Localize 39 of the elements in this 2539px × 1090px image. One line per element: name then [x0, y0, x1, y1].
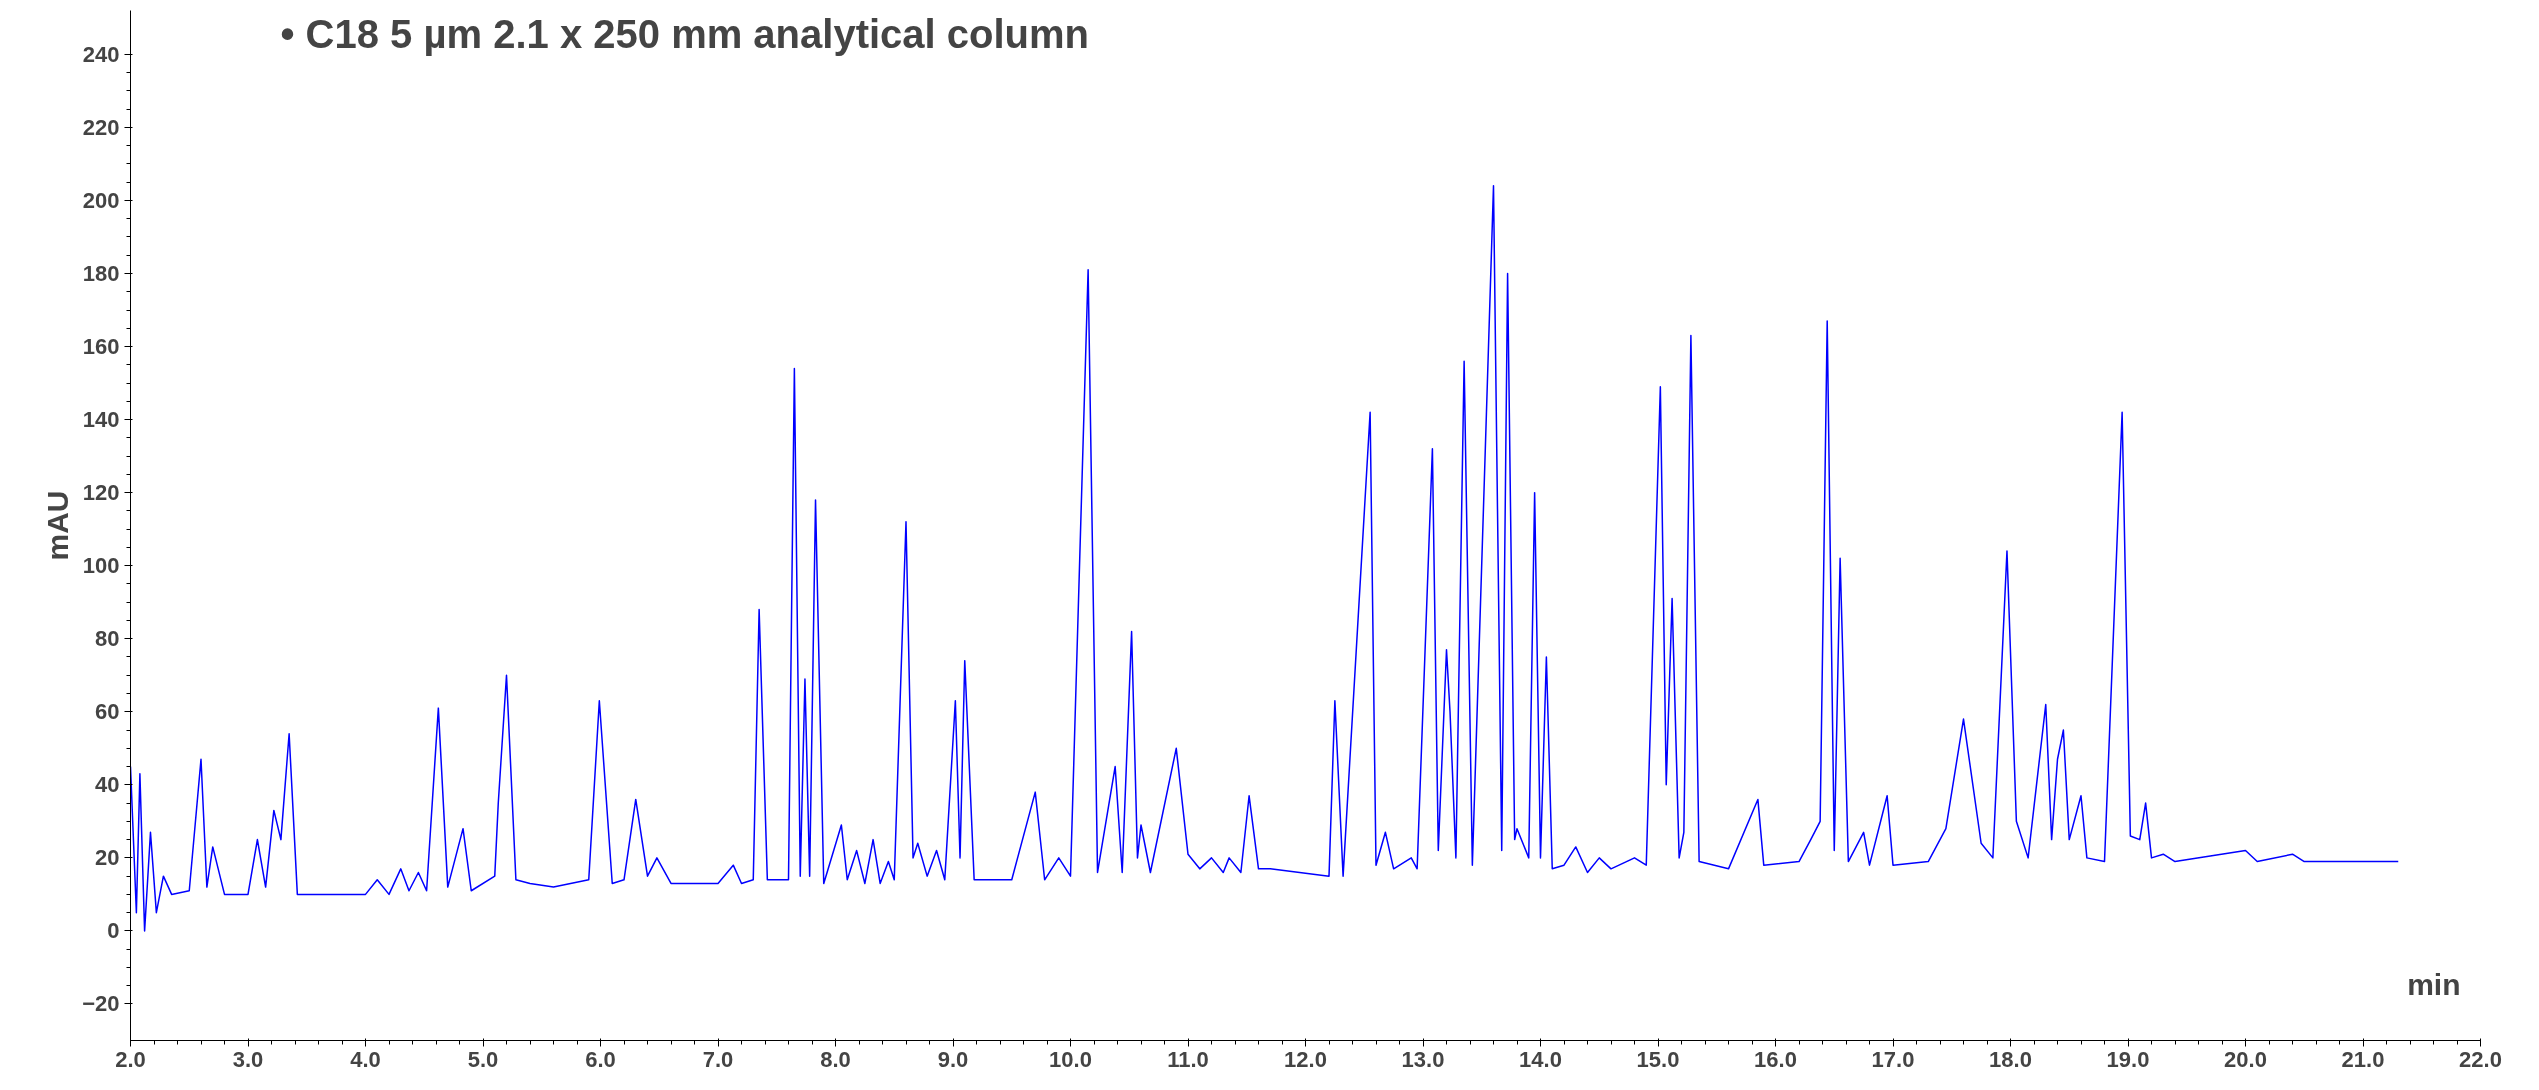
x-tick-label: 22.0 [2459, 1046, 2502, 1072]
x-tick-label: 7.0 [702, 1046, 734, 1072]
y-tick-label: 240 [82, 41, 120, 67]
y-tick-label: 220 [82, 114, 120, 140]
y-tick-label: 120 [82, 480, 120, 506]
y-tick-label: 20 [95, 845, 120, 871]
y-tick-label: 160 [82, 334, 120, 360]
y-tick-label: 140 [82, 407, 120, 433]
x-tick-label: 21.0 [2341, 1046, 2385, 1072]
x-tick-label: 5.0 [467, 1046, 499, 1072]
x-tick-label: 2.0 [115, 1046, 146, 1072]
x-tick-label: 6.0 [585, 1046, 616, 1072]
x-tick-label: 14.0 [1519, 1046, 1562, 1072]
x-tick-label: 19.0 [2106, 1046, 2150, 1072]
y-axis-title: mAU [41, 490, 75, 561]
x-tick-label: 8.0 [820, 1046, 851, 1072]
y-tick-label: 60 [95, 699, 120, 725]
x-tick-label: 9.0 [937, 1046, 969, 1072]
x-tick-label: 20.0 [2224, 1046, 2267, 1072]
y-tick-label: 40 [95, 772, 120, 798]
x-tick-label: 17.0 [1871, 1046, 1915, 1072]
y-tick-label: −20 [82, 991, 120, 1017]
y-tick-label: 0 [107, 918, 120, 944]
y-tick-label: 200 [82, 187, 120, 213]
x-tick-label: 15.0 [1636, 1046, 1680, 1072]
x-tick-label: 13.0 [1401, 1046, 1445, 1072]
x-tick-label: 18.0 [1989, 1046, 2032, 1072]
x-tick-label: 11.0 [1167, 1046, 1209, 1072]
y-tick-label: 80 [95, 626, 120, 652]
x-tick-label: 4.0 [350, 1046, 381, 1072]
x-tick-label: 3.0 [232, 1046, 264, 1072]
x-axis-title: min [2407, 967, 2461, 1001]
annotation: • C18 5 µm 2.1 x 250 mm analytical column [280, 11, 1090, 56]
y-tick-label: 100 [82, 553, 120, 579]
line-series [130, 185, 2399, 932]
x-tick-label: 16.0 [1754, 1046, 1797, 1072]
y-tick-label: 180 [82, 260, 120, 286]
x-tick-label: 10.0 [1049, 1046, 1092, 1072]
x-tick-label: 12.0 [1284, 1046, 1327, 1072]
